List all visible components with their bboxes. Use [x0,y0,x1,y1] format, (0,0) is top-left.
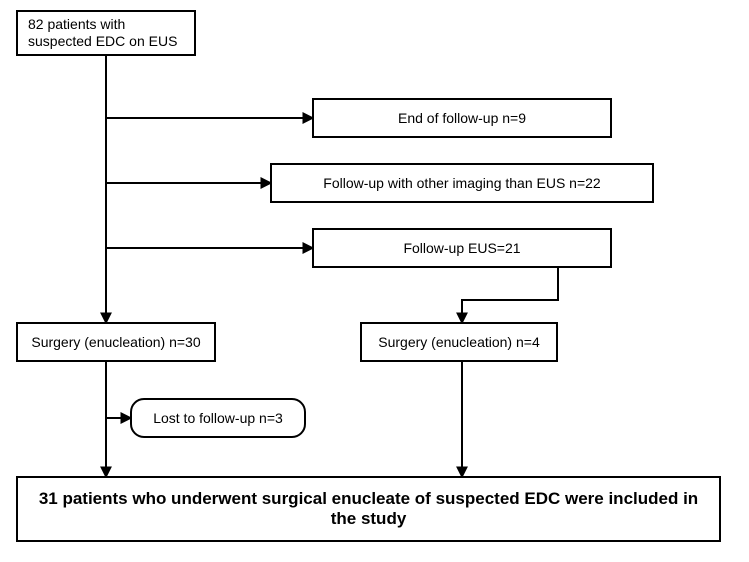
node-start: 82 patients with suspected EDC on EUS [16,10,196,56]
node-surgery-right: Surgery (enucleation) n=4 [360,322,558,362]
node-other-imaging-label: Follow-up with other imaging than EUS n=… [323,175,600,192]
node-lost-followup: Lost to follow-up n=3 [130,398,306,438]
node-followup-eus: Follow-up EUS=21 [312,228,612,268]
node-end-followup: End of follow-up n=9 [312,98,612,138]
node-followup-eus-label: Follow-up EUS=21 [403,240,520,257]
flowchart-canvas: 82 patients with suspected EDC on EUS En… [0,0,749,562]
node-lost-followup-label: Lost to follow-up n=3 [153,410,283,427]
node-end-followup-label: End of follow-up n=9 [398,110,526,127]
node-other-imaging: Follow-up with other imaging than EUS n=… [270,163,654,203]
node-surgery-right-label: Surgery (enucleation) n=4 [378,334,540,351]
node-surgery-left-label: Surgery (enucleation) n=30 [31,334,200,351]
node-final-label: 31 patients who underwent surgical enucl… [26,489,711,530]
node-surgery-left: Surgery (enucleation) n=30 [16,322,216,362]
node-start-label: 82 patients with suspected EDC on EUS [28,16,177,50]
node-final: 31 patients who underwent surgical enucl… [16,476,721,542]
